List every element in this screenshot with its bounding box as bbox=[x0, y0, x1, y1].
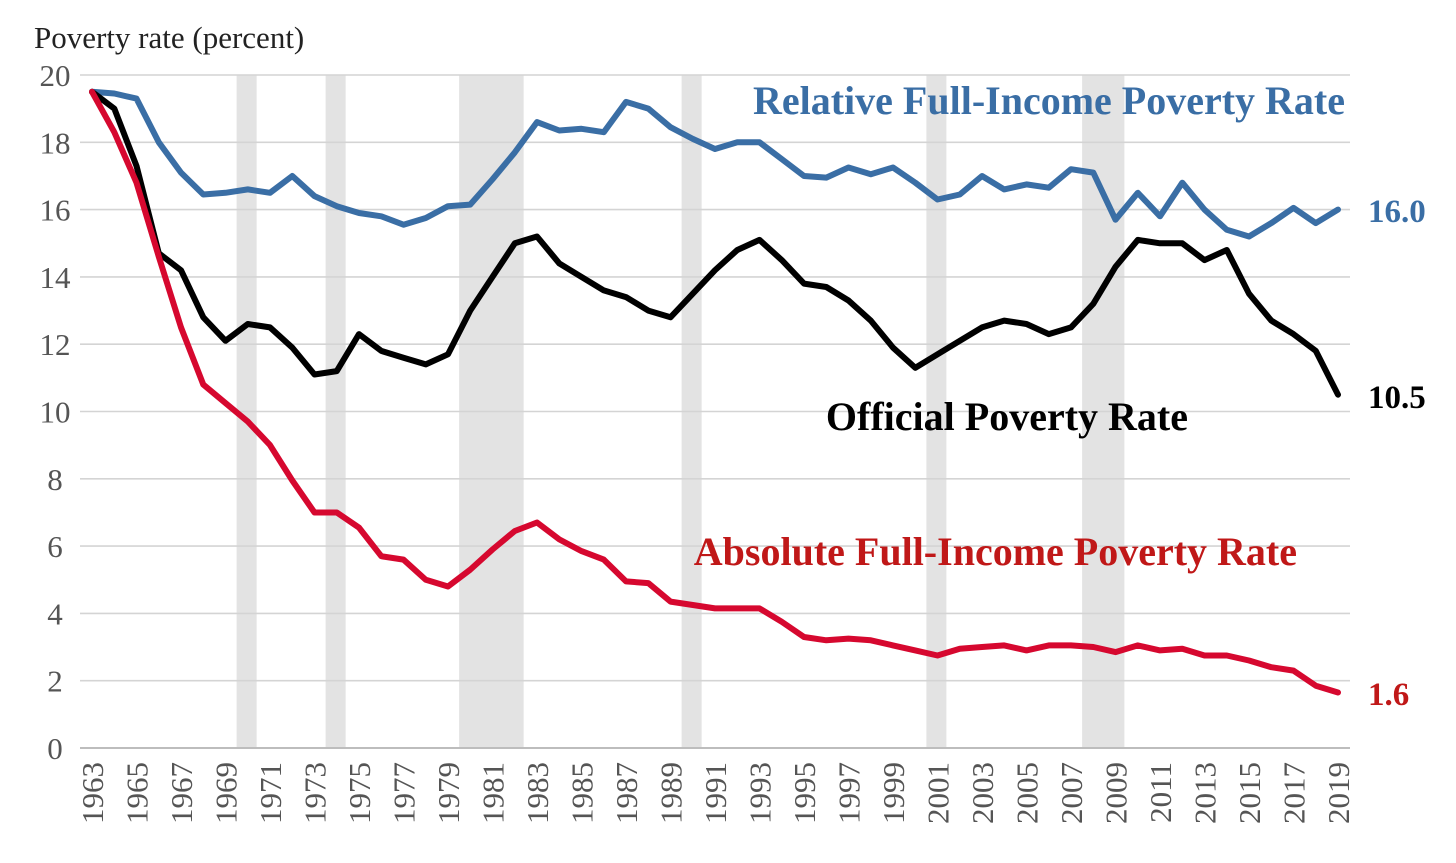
x-tick-label: 1993 bbox=[743, 762, 778, 824]
series-lines bbox=[89, 88, 1341, 696]
series-name-relative: Relative Full-Income Poverty Rate bbox=[753, 78, 1345, 123]
y-tick-labels: 0 2 4 6 8 10 12 14 16 18 20 bbox=[40, 58, 72, 766]
x-tick-label: 2017 bbox=[1277, 762, 1312, 824]
x-tick-label: 1967 bbox=[164, 762, 199, 824]
x-tick-label: 2007 bbox=[1054, 762, 1089, 824]
series-name-absolute: Absolute Full-Income Poverty Rate bbox=[694, 529, 1297, 574]
x-tick-label: 1987 bbox=[609, 762, 644, 824]
x-tick-label: 1991 bbox=[698, 762, 733, 824]
x-tick-label: 1995 bbox=[787, 762, 822, 824]
y-tick-label: 18 bbox=[40, 125, 71, 160]
y-axis-title: Poverty rate (percent) bbox=[34, 20, 304, 55]
x-tick-label: 1963 bbox=[75, 762, 110, 824]
x-tick-label: 1971 bbox=[253, 762, 288, 824]
x-tick-label: 2011 bbox=[1143, 762, 1178, 823]
x-tick-label: 2001 bbox=[921, 762, 956, 824]
x-tick-label: 1999 bbox=[876, 762, 911, 824]
x-tick-label: 2015 bbox=[1232, 762, 1267, 824]
x-tick-label: 1969 bbox=[209, 762, 244, 824]
y-tick-label: 0 bbox=[47, 731, 63, 766]
y-tick-label: 4 bbox=[47, 596, 63, 631]
end-value-official: 10.5 bbox=[1368, 380, 1426, 416]
series-line-2 bbox=[89, 88, 1341, 696]
end-value-absolute: 1.6 bbox=[1368, 677, 1409, 713]
x-tick-label: 1997 bbox=[832, 762, 867, 824]
x-tick-label: 2009 bbox=[1099, 762, 1134, 824]
y-tick-label: 20 bbox=[40, 58, 71, 93]
series-line-1 bbox=[89, 88, 1341, 398]
x-tick-label: 1981 bbox=[476, 762, 511, 824]
series-name-official: Official Poverty Rate bbox=[826, 394, 1188, 439]
y-tick-label: 10 bbox=[40, 395, 71, 430]
y-tick-label: 2 bbox=[47, 664, 63, 699]
x-tick-label: 2003 bbox=[965, 762, 1000, 824]
gridlines bbox=[80, 74, 1350, 749]
x-tick-label: 1973 bbox=[298, 762, 333, 824]
x-tick-label: 1985 bbox=[565, 762, 600, 824]
y-tick-label: 8 bbox=[47, 462, 63, 497]
x-tick-label: 1975 bbox=[342, 762, 377, 824]
x-tick-label: 1977 bbox=[387, 762, 422, 824]
x-tick-labels: 1963 1965 1967 1969 1971 1973 1975 1977 1979 1981… bbox=[75, 762, 1356, 824]
y-tick-label: 14 bbox=[40, 260, 72, 295]
x-tick-label: 1979 bbox=[431, 762, 466, 824]
end-value-relative: 16.0 bbox=[1368, 194, 1426, 230]
x-tick-label: 1983 bbox=[520, 762, 555, 824]
x-tick-label: 2019 bbox=[1321, 762, 1356, 824]
y-tick-label: 16 bbox=[40, 193, 71, 228]
y-tick-label: 6 bbox=[47, 529, 63, 564]
y-tick-label: 12 bbox=[40, 327, 71, 362]
x-tick-label: 1965 bbox=[120, 762, 155, 824]
x-tick-label: 2013 bbox=[1188, 762, 1223, 824]
x-tick-label: 2005 bbox=[1010, 762, 1045, 824]
series-line-0 bbox=[89, 88, 1341, 240]
x-tick-label: 1989 bbox=[654, 762, 689, 824]
